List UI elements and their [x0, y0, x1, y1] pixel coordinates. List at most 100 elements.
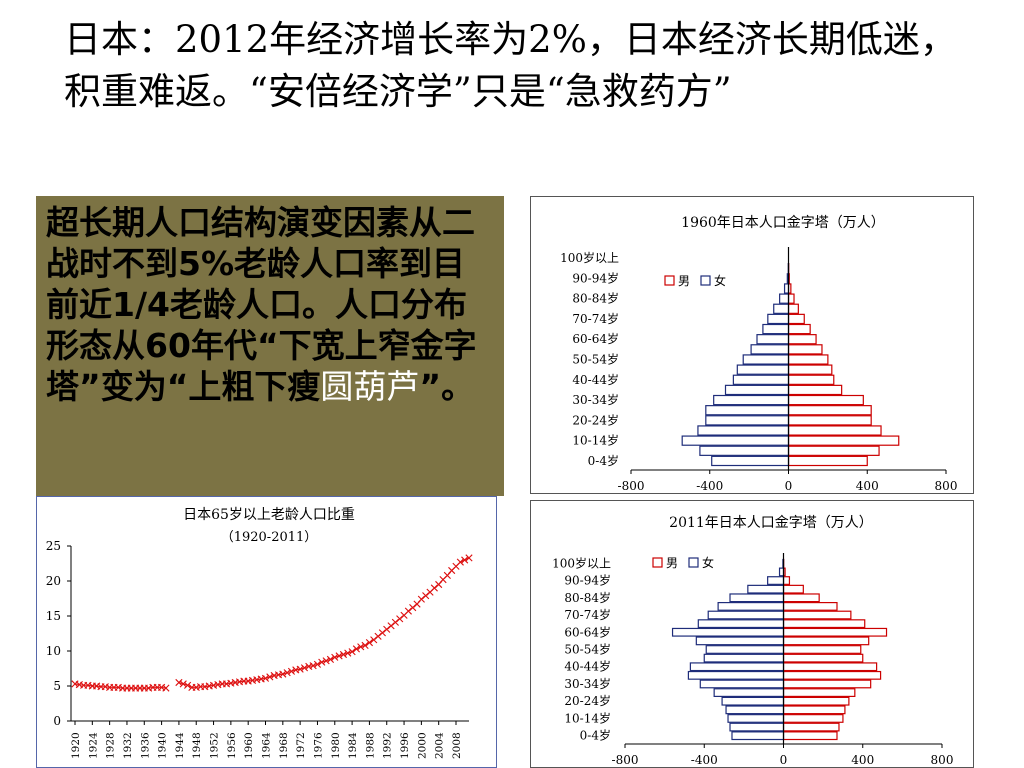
female-bar: [750, 344, 790, 355]
data-point: [322, 657, 330, 665]
legend-female-swatch: [688, 557, 699, 568]
male-bar: [782, 636, 870, 646]
data-point: [313, 660, 322, 668]
summary-highlight: 圆葫芦: [320, 367, 420, 406]
aging-line: [178, 557, 470, 688]
male-bar: [787, 445, 880, 456]
data-point: [422, 592, 430, 600]
legend-female-swatch: [700, 275, 711, 286]
data-point: [279, 670, 287, 678]
female-bar: [687, 670, 785, 680]
x-tick-label: 1984: [347, 732, 359, 759]
female-bar: [773, 303, 790, 314]
summary-value-2: 1/4: [112, 285, 170, 324]
pyramid-title: 1960年日本人口金字塔（万人）: [681, 215, 885, 231]
age-label: 50-54岁: [564, 642, 611, 657]
data-point: [296, 665, 304, 673]
female-bar: [717, 601, 785, 611]
female-bar: [725, 705, 785, 715]
age-label: 90-94岁: [572, 270, 619, 285]
data-point: [266, 673, 274, 681]
legend-female-label: 女: [714, 273, 726, 288]
x-tick-label: 1928: [105, 732, 117, 759]
female-bar: [729, 593, 785, 603]
x-tick-label: 1964: [261, 732, 273, 759]
x-tick-label: 1940: [157, 732, 169, 759]
x-tick-label: 2008: [451, 732, 463, 759]
data-point: [348, 648, 356, 656]
pyramid-2011-panel: 2011年日本人口金字塔（万人） 0-4岁 10-14岁 20-24岁 30-34岁 40…: [530, 500, 974, 768]
summary-value-3: 60: [145, 326, 191, 365]
y-tick-label: 0: [53, 714, 61, 728]
data-point: [335, 652, 343, 660]
female-bar: [729, 722, 785, 732]
female-bar: [699, 445, 790, 456]
pyramid-2011-chart: 2011年日本人口金字塔（万人） 0-4岁 10-14岁 20-24岁 30-34岁 40…: [552, 515, 953, 767]
male-bar: [787, 293, 795, 304]
male-bar: [782, 653, 864, 663]
pyramid-title: 2011年日本人口金字塔（万人）: [669, 515, 873, 531]
male-bar: [782, 705, 846, 715]
x-tick-label: 1932: [122, 732, 134, 759]
x-tick-label: 1924: [87, 732, 99, 759]
summary-part-1: 超长期人口结构演变因素从二战时不到: [46, 203, 475, 283]
data-point: [318, 658, 326, 666]
male-bar: [782, 722, 840, 732]
slide-title: 日本：2012年经济增长率为2%，日本经济长期低迷，积重难返。“安倍经济学”只是…: [64, 18, 957, 113]
legend-male-label: 男: [678, 274, 690, 288]
male-bar: [787, 364, 833, 375]
female-bar: [732, 374, 790, 385]
female-bar: [742, 354, 790, 365]
data-point: [383, 625, 391, 633]
male-bar: [787, 394, 864, 406]
x-tick-label: 0: [785, 479, 793, 493]
x-tick-label: 1968: [278, 732, 290, 759]
age-label: 100岁以上: [560, 250, 619, 265]
y-tick-label: 15: [46, 609, 61, 623]
female-bar: [707, 610, 785, 620]
female-bar: [762, 323, 790, 335]
data-point: [339, 650, 348, 659]
female-bar: [711, 455, 790, 467]
female-bar: [703, 653, 785, 663]
x-tick-label: 1980: [330, 732, 342, 759]
data-point: [179, 680, 187, 688]
x-tick-label: 0: [780, 753, 788, 767]
age-label: 40-44岁: [564, 659, 611, 674]
male-bar: [782, 610, 852, 620]
x-tick-label: 400: [851, 753, 874, 767]
data-point: [287, 667, 296, 675]
male-bar: [787, 455, 868, 467]
data-point: [396, 615, 404, 623]
age-label: 70-74岁: [572, 311, 619, 326]
pyramid-1960-chart: 1960年日本人口金字塔（万人） 0-4岁 10-14岁 20-24岁 30-34岁 40…: [560, 215, 957, 493]
data-point: [391, 618, 399, 626]
x-tick-label: 1944: [174, 732, 186, 759]
male-bar: [782, 731, 838, 741]
y-tick-label: 25: [46, 539, 61, 553]
age-label: 20-24岁: [564, 693, 611, 708]
male-bar: [782, 679, 872, 689]
age-label: 100岁以上: [552, 555, 611, 570]
data-point: [344, 649, 352, 657]
male-bar: [782, 584, 804, 594]
male-bar: [787, 313, 805, 325]
female-bar: [713, 394, 790, 406]
legend-male-swatch: [664, 275, 675, 286]
summary-part-2: 老龄人口率到目前近: [46, 244, 466, 324]
age-label: 10-14岁: [564, 710, 611, 725]
data-point: [365, 639, 374, 647]
data-point: [387, 622, 395, 630]
data-point: [461, 556, 469, 564]
male-bar: [787, 303, 799, 314]
male-bar: [782, 593, 820, 603]
age-label: 80-84岁: [572, 291, 619, 306]
female-bar: [767, 576, 785, 585]
male-bar: [787, 435, 900, 446]
female-bar: [724, 384, 790, 396]
male-bar: [782, 670, 882, 680]
female-bar: [756, 334, 790, 345]
x-tick-label: 1956: [226, 732, 238, 759]
female-bar: [713, 688, 785, 698]
data-point: [175, 678, 183, 687]
